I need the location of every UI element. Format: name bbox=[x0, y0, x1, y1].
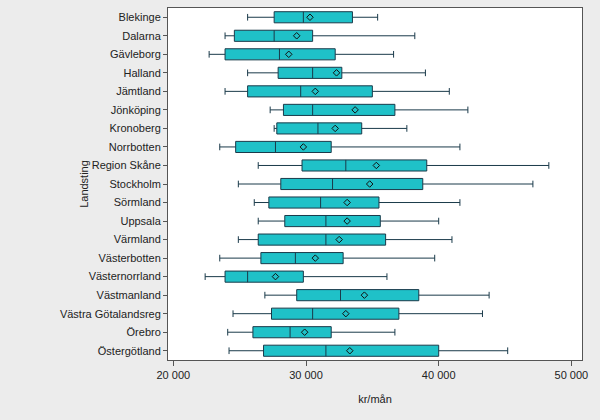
svg-text:Östergötland: Östergötland bbox=[98, 345, 161, 357]
svg-text:Halland: Halland bbox=[123, 67, 160, 79]
svg-text:Västmanland: Västmanland bbox=[97, 289, 161, 301]
svg-text:Gävleborg: Gävleborg bbox=[110, 48, 161, 60]
svg-text:30 000: 30 000 bbox=[289, 369, 323, 381]
svg-text:kr/mån: kr/mån bbox=[358, 393, 392, 405]
svg-text:Sörmland: Sörmland bbox=[114, 196, 161, 208]
svg-text:Stockholm: Stockholm bbox=[109, 178, 160, 190]
svg-text:40 000: 40 000 bbox=[422, 369, 456, 381]
svg-text:Uppsala: Uppsala bbox=[120, 215, 161, 227]
svg-text:Värmland: Värmland bbox=[114, 233, 161, 245]
svg-text:Jämtland: Jämtland bbox=[116, 85, 161, 97]
svg-text:Blekinge: Blekinge bbox=[119, 11, 161, 23]
svg-text:Jönköping: Jönköping bbox=[111, 104, 161, 116]
svg-text:20 000: 20 000 bbox=[156, 369, 190, 381]
svg-text:Örebro: Örebro bbox=[127, 326, 161, 338]
svg-text:Dalarna: Dalarna bbox=[122, 30, 161, 42]
svg-text:50 000: 50 000 bbox=[555, 369, 589, 381]
svg-text:Landsting: Landsting bbox=[78, 160, 90, 208]
svg-text:Västernorrland: Västernorrland bbox=[89, 270, 161, 282]
svg-text:Norrbotten: Norrbotten bbox=[109, 141, 161, 153]
svg-text:Västerbotten: Västerbotten bbox=[98, 252, 160, 264]
svg-text:Västra Götalandsreg: Västra Götalandsreg bbox=[60, 308, 161, 320]
svg-text:Region Skåne: Region Skåne bbox=[92, 159, 161, 171]
svg-text:Kronoberg: Kronoberg bbox=[109, 122, 160, 134]
